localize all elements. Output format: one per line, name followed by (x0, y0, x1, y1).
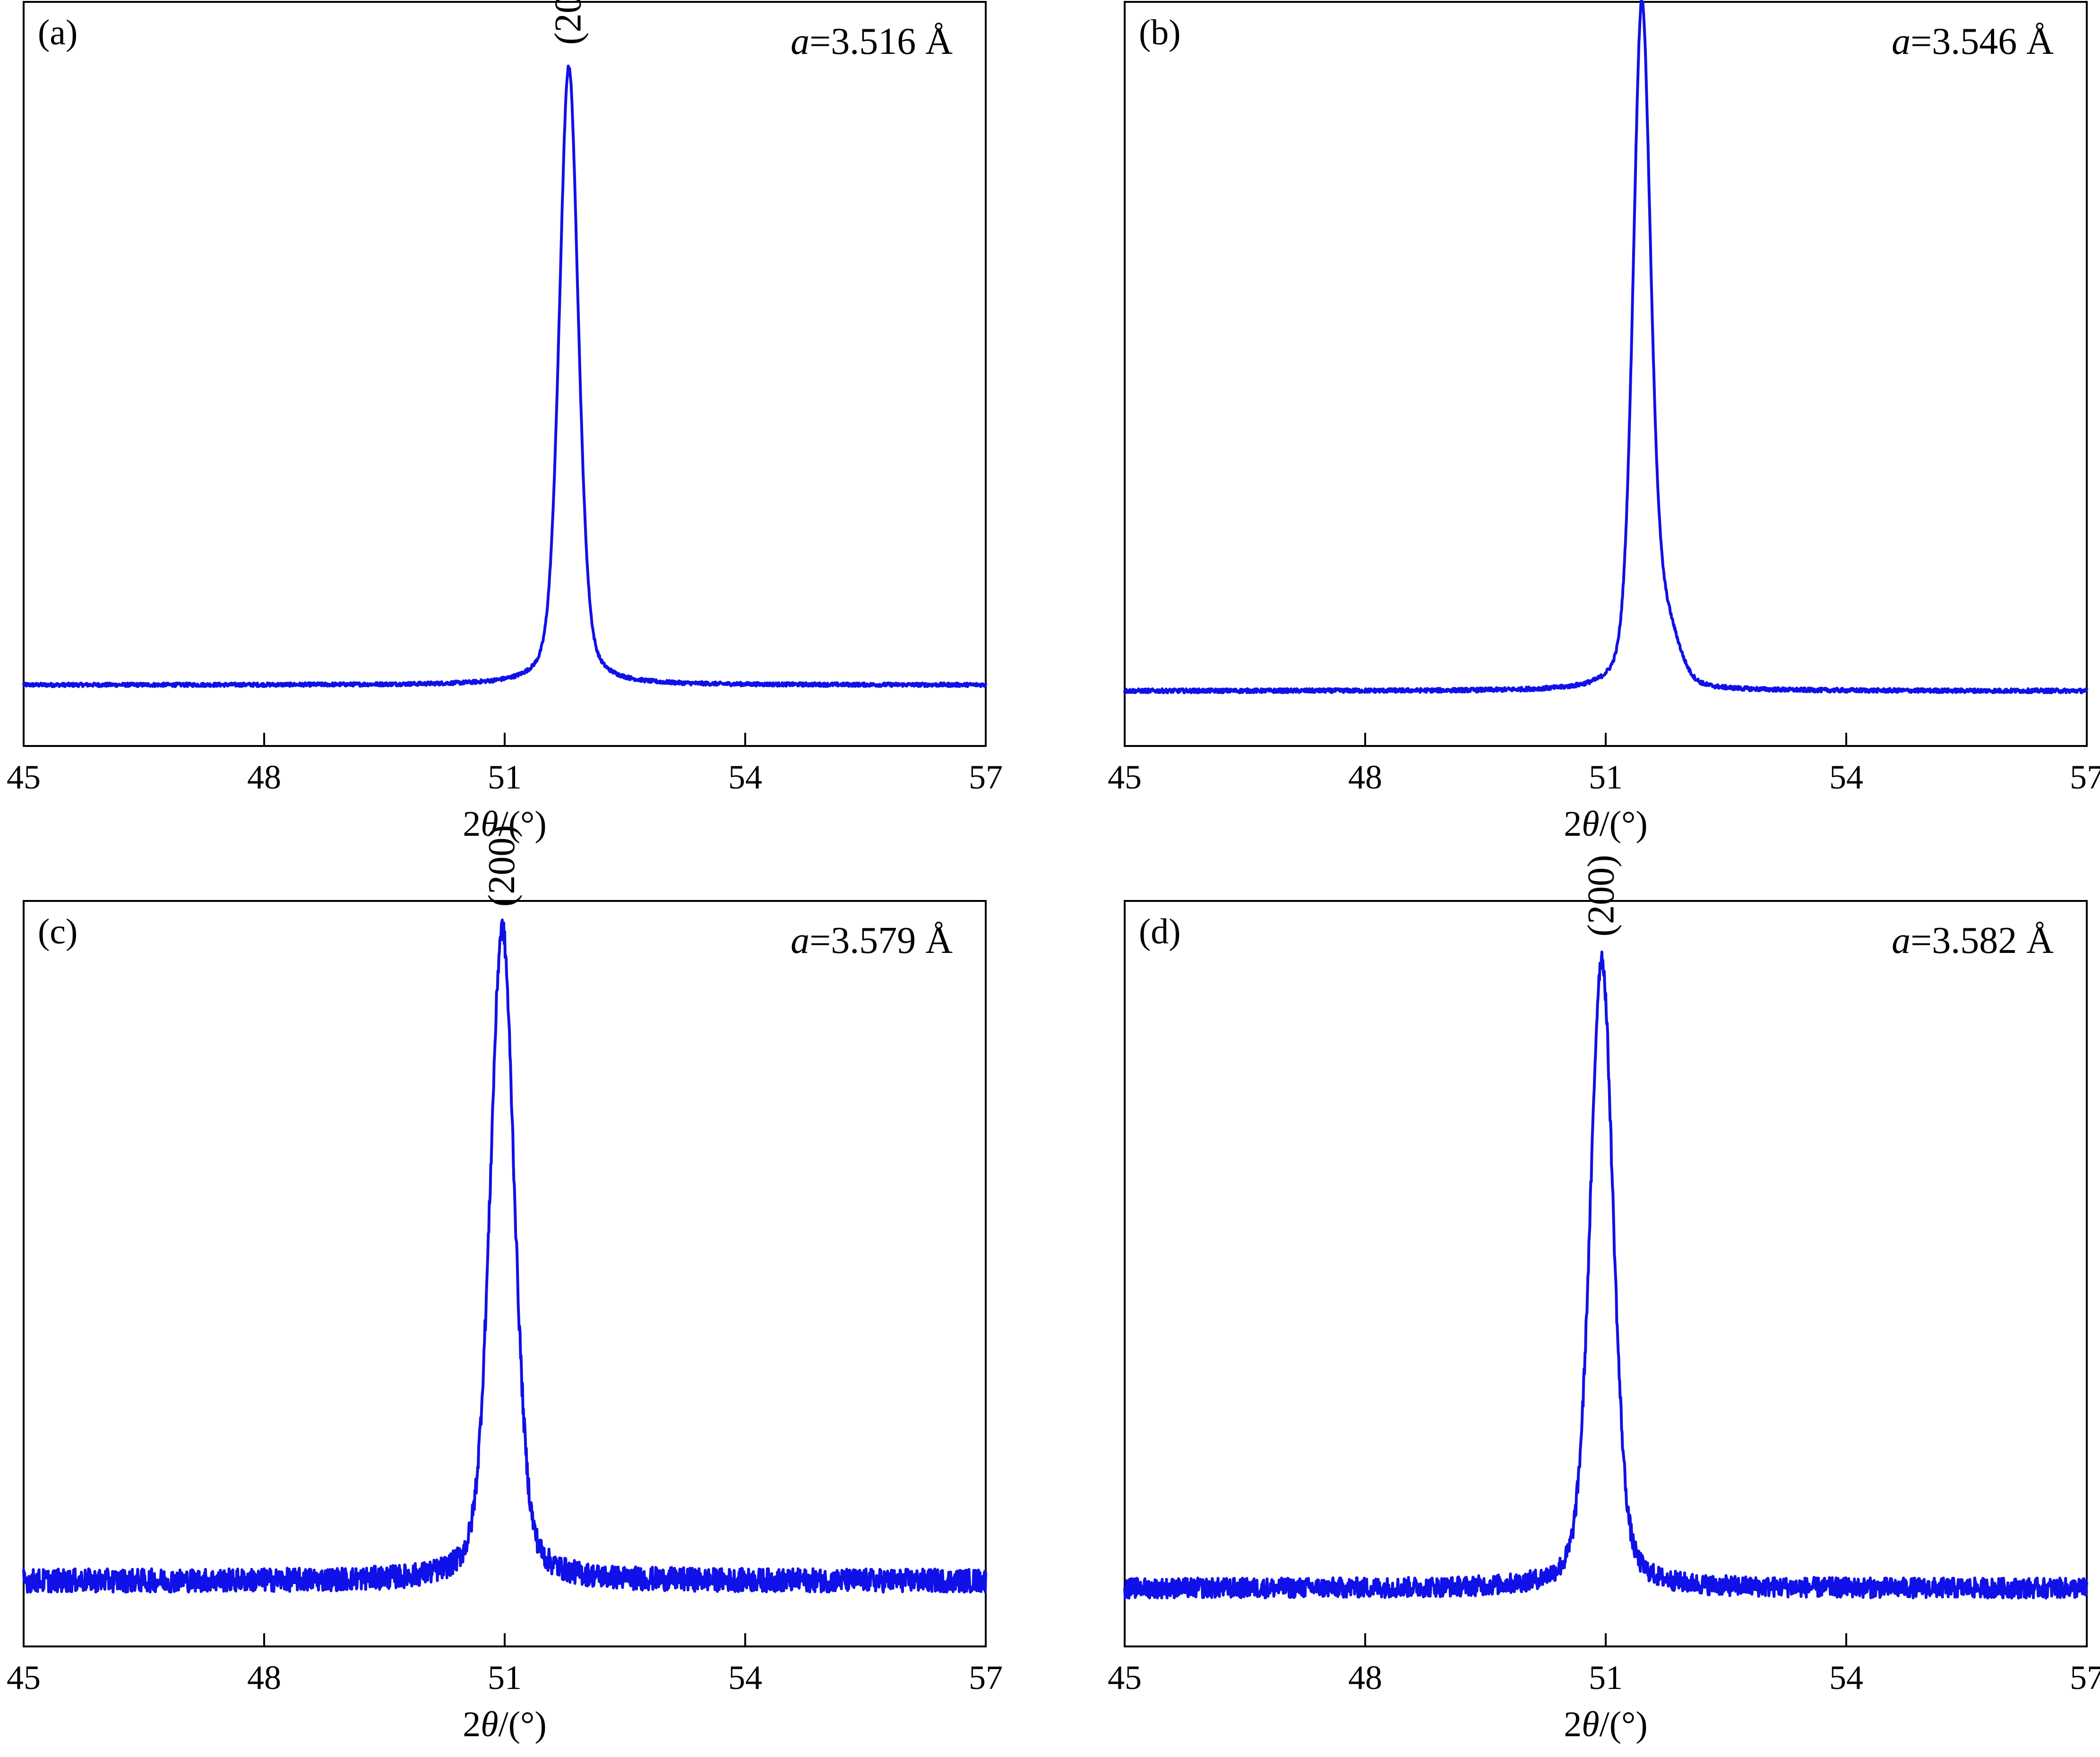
panel-label: (b) (1139, 13, 1181, 52)
plot-frame (23, 900, 987, 1647)
x-tick-label: 54 (1829, 1659, 1863, 1697)
peak-label: (200) (1581, 855, 1622, 936)
panel-d: 45 48 51 54 57 2θ/(°) (d) a=3.582 Å (200) (1108, 855, 2100, 1744)
x-axis-label-unit: /(°) (1600, 804, 1648, 844)
x-axis-label-prefix: 2 (463, 804, 481, 844)
lattice-annotation-value: =3.546 Å (1911, 21, 2054, 62)
x-axis-label-prefix: 2 (463, 1705, 481, 1744)
x-axis-label-unit: /(°) (499, 1705, 547, 1744)
lattice-annotation: a=3.579 Å (791, 920, 953, 961)
x-tick-label: 48 (1348, 1659, 1382, 1697)
panel-label: (d) (1139, 912, 1181, 951)
xrd-pattern-line (1123, 951, 2088, 1600)
x-tick-label: 54 (1829, 758, 1863, 796)
x-tick-label: 57 (2070, 758, 2100, 796)
panel-c: 45 48 51 54 57 2θ/(°) (c) a=3.579 Å (200) (7, 825, 1003, 1744)
x-tick-label: 48 (247, 758, 281, 796)
lattice-annotation: a=3.546 Å (1892, 21, 2054, 62)
peak-label: (200) (548, 0, 589, 45)
x-axis-label-prefix: 2 (1564, 1705, 1582, 1744)
x-tick-label: 45 (7, 1659, 41, 1697)
peak-label: (200) (481, 825, 523, 907)
panel-a: 45 48 51 54 57 2θ/(°) (a) a=3.516 Å (200) (7, 0, 1003, 844)
x-tick-label: 57 (969, 1659, 1003, 1697)
x-tick-label: 54 (728, 1659, 762, 1697)
x-tick-label: 45 (1108, 1659, 1142, 1697)
x-axis-label-prefix: 2 (1564, 804, 1582, 844)
x-tick-label: 54 (728, 758, 762, 796)
x-tick-label: 48 (1348, 758, 1382, 796)
lattice-annotation: a=3.516 Å (791, 21, 953, 62)
x-axis-label-variable: θ (481, 1705, 498, 1744)
x-tick-label: 45 (1108, 758, 1142, 796)
xrd-pattern-line (1123, 0, 2088, 694)
xrd-pattern-line (22, 918, 987, 1594)
plot-frame (23, 1, 987, 747)
x-tick-label: 51 (488, 758, 522, 796)
x-axis-label-variable: θ (481, 804, 498, 844)
x-axis-label-variable: θ (1582, 1705, 1599, 1744)
x-tick-label: 57 (2070, 1659, 2100, 1697)
x-tick-label: 48 (247, 1659, 281, 1697)
x-axis-label-unit: /(°) (499, 804, 547, 844)
x-axis-label: 2θ/(°) (463, 1705, 546, 1744)
x-axis-label: 2θ/(°) (1564, 804, 1647, 844)
lattice-annotation-var: a (1892, 920, 1911, 961)
x-axis-label-variable: θ (1582, 804, 1599, 844)
x-tick-label: 45 (7, 758, 41, 796)
lattice-annotation-var: a (791, 920, 809, 961)
plot-frame (1124, 1, 2088, 747)
xrd-pattern-line (22, 64, 987, 688)
x-tick-label: 51 (1589, 758, 1623, 796)
lattice-annotation-value: =3.516 Å (809, 21, 953, 62)
lattice-annotation-var: a (791, 21, 809, 62)
x-tick-label: 51 (488, 1659, 522, 1697)
x-axis-label: 2θ/(°) (1564, 1705, 1647, 1744)
lattice-annotation-value: =3.582 Å (1911, 920, 2054, 961)
x-axis-label-unit: /(°) (1600, 1705, 1648, 1744)
lattice-annotation-var: a (1892, 21, 1911, 62)
x-tick-label: 51 (1589, 1659, 1623, 1697)
panel-label: (c) (38, 912, 77, 951)
lattice-annotation-value: =3.579 Å (809, 920, 953, 961)
lattice-annotation: a=3.582 Å (1892, 920, 2054, 961)
x-axis-label: 2θ/(°) (463, 804, 546, 844)
x-tick-label: 57 (969, 758, 1003, 796)
panel-label: (a) (38, 13, 77, 52)
